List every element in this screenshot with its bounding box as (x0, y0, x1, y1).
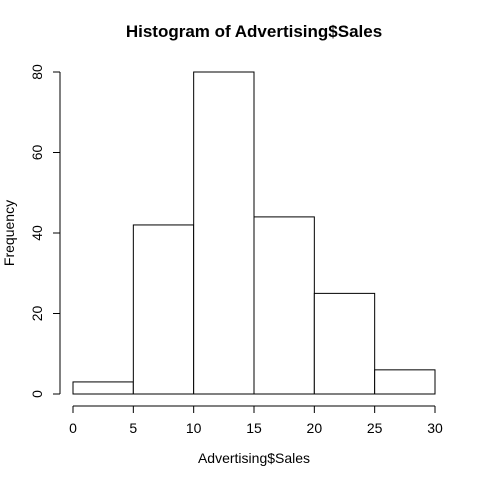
y-tick-label: 60 (29, 145, 45, 161)
y-tick-label: 0 (29, 390, 45, 398)
histogram-bar (193, 71, 255, 395)
x-tick-label: 15 (246, 420, 262, 436)
y-tick-label: 40 (29, 225, 45, 241)
y-tick-label: 80 (29, 64, 45, 80)
histogram-bar (72, 381, 134, 395)
y-axis-label: Frequency (1, 200, 17, 266)
x-axis: 0 5 10 15 20 25 30 (69, 405, 443, 436)
x-tick-label: 10 (186, 420, 202, 436)
histogram-bar (132, 224, 195, 395)
chart-title: Histogram of Advertising$Sales (126, 22, 382, 41)
y-tick-label: 20 (29, 306, 45, 322)
y-axis: 0 20 40 60 80 (29, 64, 61, 398)
x-tick-label: 0 (69, 420, 77, 436)
x-tick-label: 20 (307, 420, 323, 436)
histogram-bar (374, 369, 436, 395)
x-tick-label: 5 (129, 420, 137, 436)
histogram-bar (313, 292, 376, 395)
x-tick-label: 30 (427, 420, 443, 436)
histogram-bars (72, 71, 436, 395)
x-axis-label: Advertising$Sales (198, 450, 310, 466)
x-tick-label: 25 (367, 420, 383, 436)
histogram-bar (253, 216, 315, 395)
